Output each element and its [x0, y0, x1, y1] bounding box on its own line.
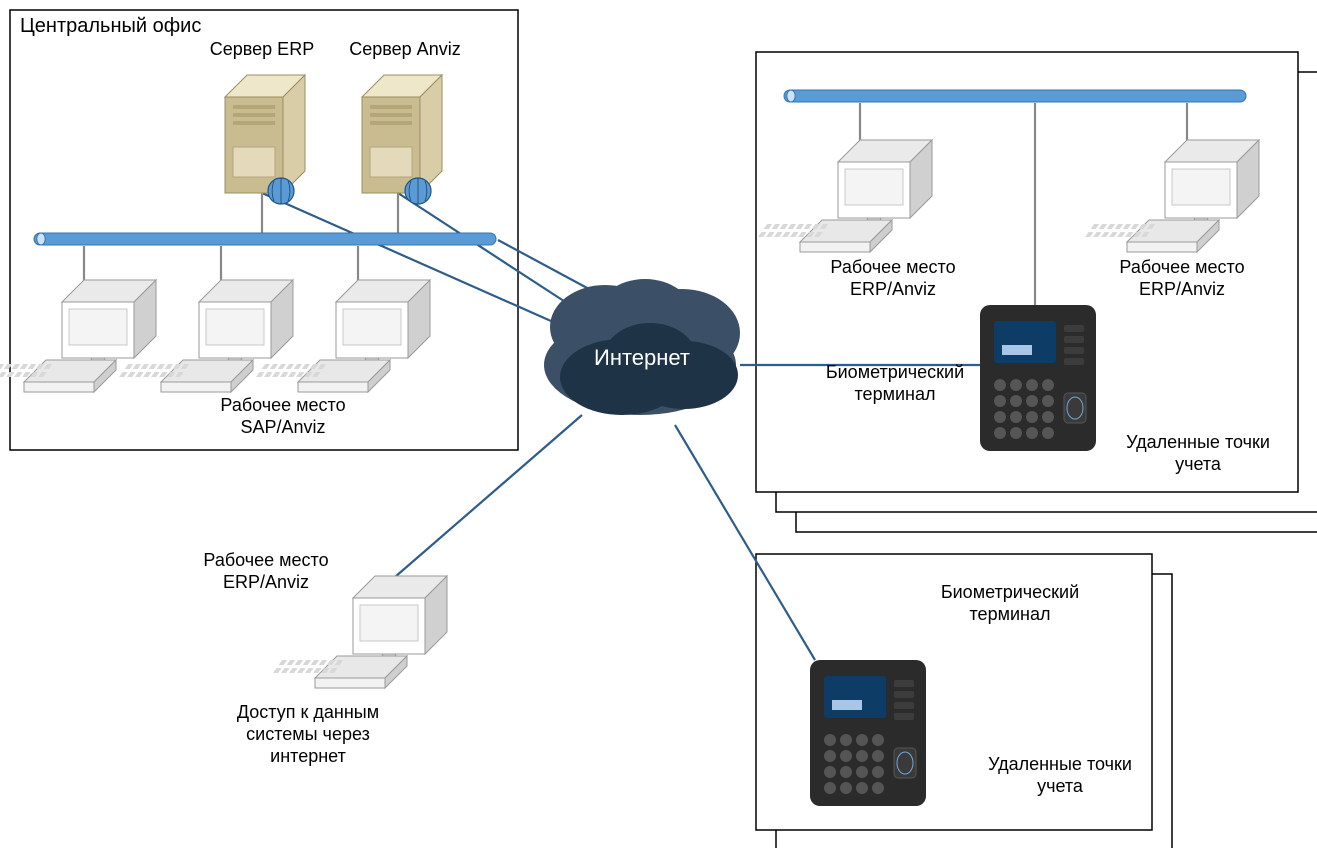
workstation-sap-label-1: Рабочее место	[220, 395, 345, 415]
workstation-sap-label-2: SAP/Anviz	[240, 417, 325, 437]
remote-a-label-1: Удаленные точки	[1126, 432, 1270, 452]
remote-b-label-1: Удаленные точки	[988, 754, 1132, 774]
central-office-title: Центральный офис	[20, 15, 201, 37]
workstation-remote-b-label-1: Рабочее место	[1119, 257, 1244, 277]
internet-label: Интернет	[594, 345, 690, 370]
biometric-b-label-2: терминал	[970, 604, 1051, 624]
connector-line	[380, 415, 582, 590]
server-icon	[225, 75, 305, 204]
workstation-inet-label-1: Рабочее место	[203, 550, 328, 570]
server-icon	[362, 75, 442, 204]
remote-bus	[784, 90, 1246, 102]
workstation-inet-label-2: ERP/Anviz	[223, 572, 309, 592]
server-anviz-label: Сервер Anviz	[349, 39, 460, 59]
access-label-2: системы через	[246, 724, 370, 744]
biometric-a-label-1: Биометрический	[826, 362, 964, 382]
remote-a-label-2: учета	[1175, 454, 1222, 474]
network-diagram: Интернет Центральный офис Сервер ERP Сервер…	[0, 0, 1317, 848]
workstation-remote-a-label-2: ERP/Anviz	[850, 279, 936, 299]
workstation-remote-a-label-1: Рабочее место	[830, 257, 955, 277]
biometric-b-label-1: Биометрический	[941, 582, 1079, 602]
central-bus	[34, 233, 496, 245]
workstation-internet-icon	[273, 576, 447, 688]
remote-b-label-2: учета	[1037, 776, 1084, 796]
biometric-terminal-icon	[810, 660, 926, 806]
biometric-terminal-icon	[980, 305, 1096, 451]
biometric-a-label-2: терминал	[855, 384, 936, 404]
workstation-remote-b-label-2: ERP/Anviz	[1139, 279, 1225, 299]
server-erp-label: Сервер ERP	[210, 39, 314, 59]
access-label-1: Доступ к данным	[237, 702, 379, 722]
access-label-3: интернет	[270, 746, 346, 766]
